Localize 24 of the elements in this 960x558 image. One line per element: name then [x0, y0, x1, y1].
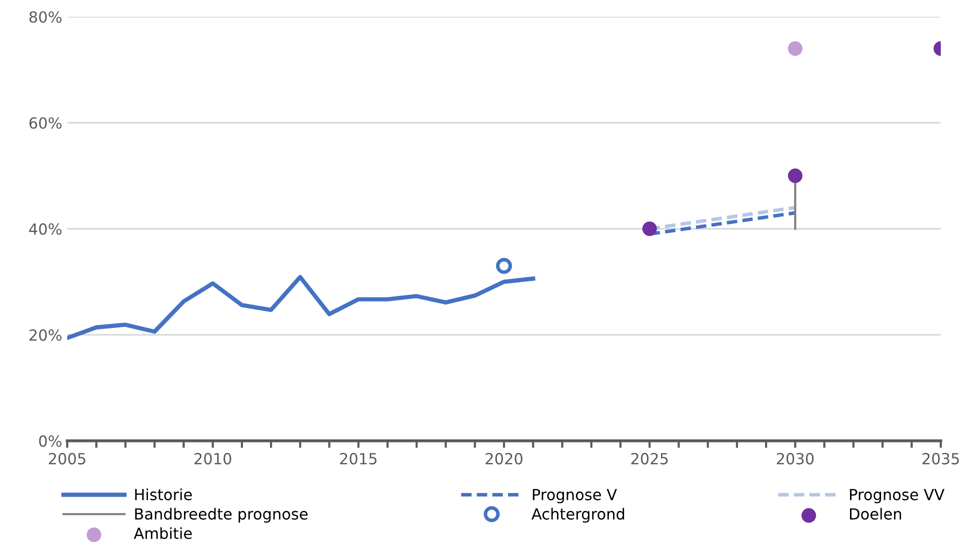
legend-label: Prognose VV	[850, 488, 944, 504]
point	[788, 41, 802, 56]
point	[788, 168, 802, 184]
x-tick-label: 2030	[776, 452, 814, 464]
y-tick-label: 60%	[29, 117, 62, 129]
legend-label: Historie	[135, 488, 192, 500]
y-tick-label: 80%	[29, 11, 62, 23]
y-tick-label: 0%	[39, 435, 62, 447]
x-tick-label: 2005	[48, 452, 86, 464]
legend-label: Bandbreedte prognose	[135, 508, 308, 523]
point	[496, 258, 512, 274]
x-tick-label: 2020	[486, 452, 522, 464]
x-tick-label: 2010	[194, 452, 232, 464]
y-tick-label: 40%	[29, 223, 62, 235]
legend-label: Ambitie	[134, 527, 192, 540]
legend-label: Achtergrond	[532, 508, 624, 523]
point	[642, 221, 657, 236]
x-tick-label: 2025	[631, 452, 668, 464]
legend-label: Prognose V	[532, 488, 617, 504]
x-tick-label: 2035	[922, 452, 959, 464]
legend-label: Doelen	[850, 508, 902, 520]
line-series	[67, 274, 536, 340]
y-tick-label: 20%	[30, 329, 62, 341]
x-tick-label: 2015	[340, 452, 377, 464]
